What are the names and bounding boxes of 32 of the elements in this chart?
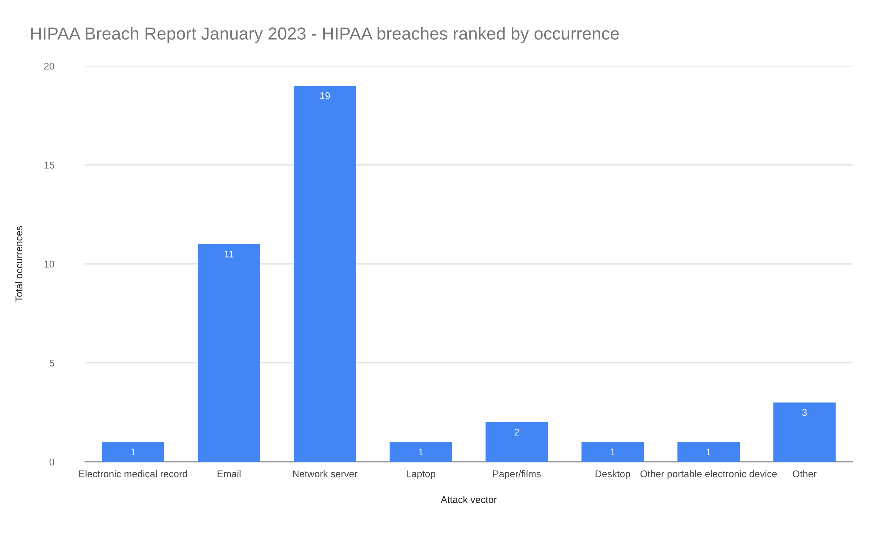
- bar: [294, 86, 356, 462]
- bar: [486, 422, 548, 462]
- x-tick-label: Other portable electronic device: [640, 470, 778, 480]
- x-tick-label: Electronic medical record: [80, 470, 188, 478]
- data-label: 1: [131, 448, 136, 456]
- y-tick-label: 15: [44, 162, 54, 169]
- x-tick-label: Paper/films: [493, 470, 541, 480]
- x-tick-label: Other: [793, 470, 817, 478]
- bar: [102, 442, 164, 462]
- bar: [774, 402, 836, 462]
- chart-title: HIPAA Breach Report January 2023 - HIPAA breaches ranked by occurrence: [31, 27, 620, 44]
- data-label: 1: [706, 448, 712, 456]
- x-tick-label: Network server: [293, 470, 358, 478]
- y-tick-label: 0: [50, 458, 54, 466]
- data-label: 11: [224, 250, 234, 258]
- bar: [390, 442, 452, 462]
- y-axis-title: Total occurrences: [15, 226, 23, 302]
- data-label: 3: [802, 409, 808, 416]
- data-label: 1: [610, 448, 616, 456]
- data-label: 19: [320, 92, 330, 100]
- y-tick-label: 5: [50, 360, 54, 367]
- x-axis-title: Attack vector: [440, 496, 497, 504]
- x-tick-label: Desktop: [596, 470, 630, 480]
- data-label: 2: [514, 428, 520, 436]
- bar: [198, 244, 260, 462]
- data-label: 1: [419, 448, 424, 456]
- y-tick-label: 20: [44, 62, 54, 70]
- bar: [678, 442, 740, 462]
- y-tick-label: 10: [44, 260, 54, 268]
- bar: [582, 442, 644, 462]
- x-tick-label: Email: [218, 470, 241, 478]
- x-tick-label: Laptop: [407, 470, 436, 480]
